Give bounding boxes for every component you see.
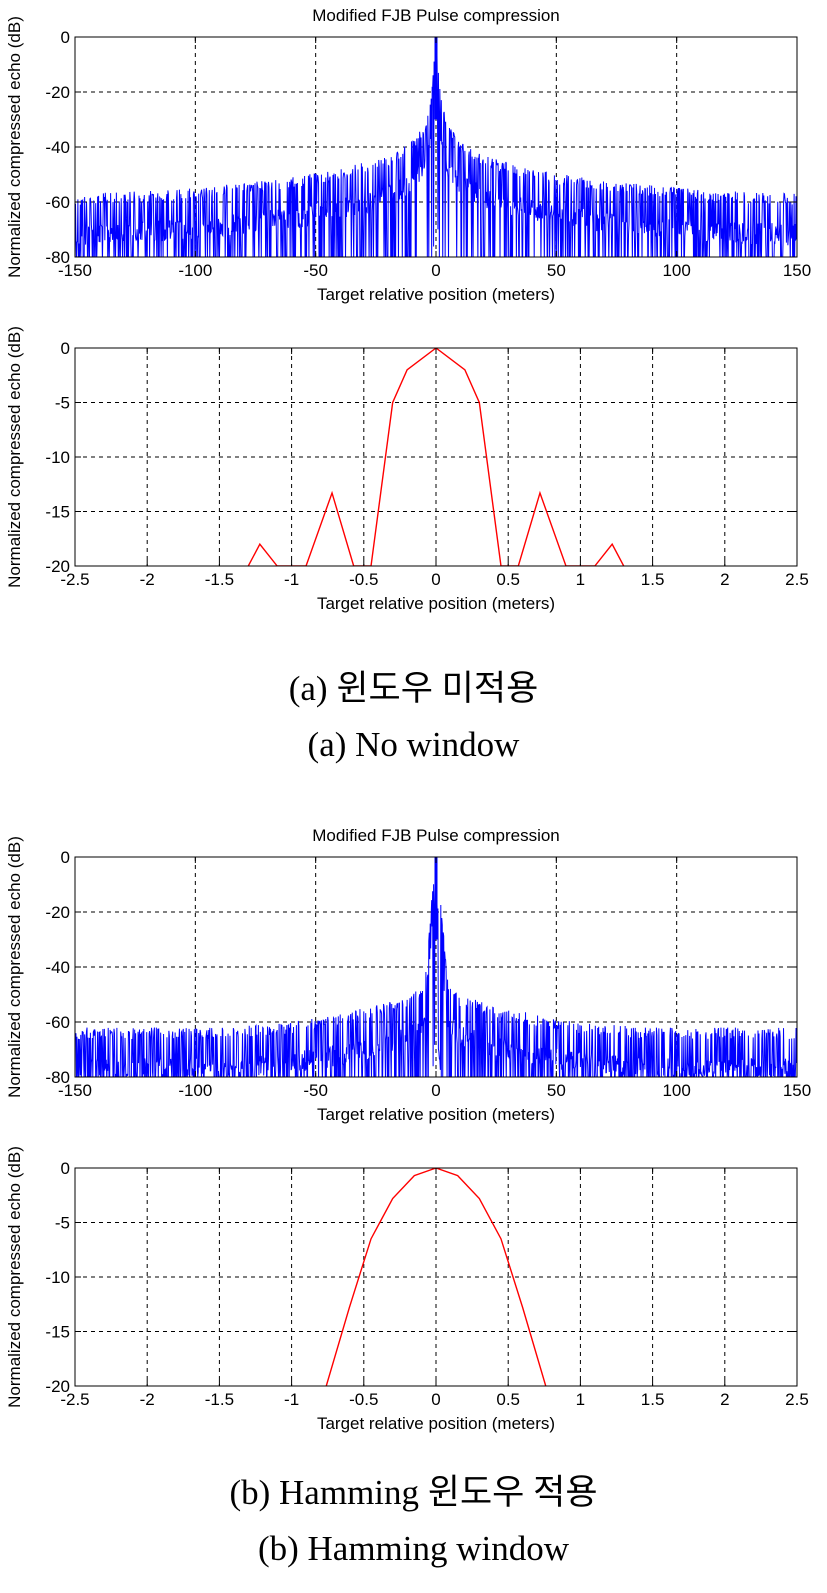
y-tick-label: -80 (45, 248, 70, 267)
y-tick-label: -40 (45, 138, 70, 157)
chart-4: -2.5 -2 -1.5 -1 -0.5 0 0.5 1 1.5 2 2.5 0 -5 -10 -15 -20… (5, 1146, 809, 1433)
x-tick-label: 50 (547, 1081, 566, 1100)
data-line (325, 1168, 547, 1386)
y-tick-label: -20 (45, 903, 70, 922)
x-tick-label: -0.5 (349, 1390, 378, 1409)
y-tick-label: -10 (45, 448, 70, 467)
y-tick-label: -15 (45, 503, 70, 522)
x-tick-label: -150 (58, 261, 92, 280)
x-tick-label: 1.5 (641, 1390, 665, 1409)
x-axis-label: Target relative position (meters) (317, 594, 555, 613)
chart-3: -150 -100 -50 0 50 100 150 0 -20 -40 -60 -80 Target … (5, 826, 811, 1124)
y-tick-label: 0 (61, 339, 70, 358)
caption-b-korean: (b) Hamming 윈도우 적용 (229, 1473, 598, 1512)
x-tick-label: 2 (720, 570, 729, 589)
caption-b-english: (b) Hamming window (257, 1529, 570, 1568)
x-tick-label: 1 (576, 570, 585, 589)
x-tick-label: -1.5 (205, 1390, 234, 1409)
y-tick-label: -5 (55, 394, 70, 413)
y-axis-label: Normalized compressed echo (dB) (5, 1146, 24, 1408)
x-tick-label: -50 (303, 261, 328, 280)
y-tick-label: -80 (45, 1068, 70, 1087)
x-tick-label: 150 (783, 261, 811, 280)
y-tick-label: -10 (45, 1268, 70, 1287)
x-tick-label: 100 (662, 1081, 690, 1100)
y-tick-label: -20 (45, 83, 70, 102)
y-axis-label: Normalized compressed echo (dB) (5, 326, 24, 588)
x-axis-label: Target relative position (meters) (317, 285, 555, 304)
x-tick-label: 50 (547, 261, 566, 280)
x-tick-label: 1 (576, 1390, 585, 1409)
x-tick-label: -2.5 (60, 570, 89, 589)
x-tick-label: 0 (431, 570, 440, 589)
series-4 (325, 1168, 547, 1386)
x-axis-label: Target relative position (meters) (317, 1414, 555, 1433)
x-tick-label: -1 (284, 570, 299, 589)
y-tick-label: 0 (61, 1159, 70, 1178)
y-axis-label: Normalized compressed echo (dB) (5, 16, 24, 278)
x-tick-label: -1 (284, 1390, 299, 1409)
y-tick-label: -15 (45, 1323, 70, 1342)
x-tick-label: 0 (431, 1081, 440, 1100)
chart-title: Modified FJB Pulse compression (312, 6, 560, 25)
x-tick-label: -50 (303, 1081, 328, 1100)
y-tick-label: 0 (61, 848, 70, 867)
y-tick-label: -5 (55, 1214, 70, 1233)
series-3 (75, 857, 797, 1077)
x-tick-label: 1.5 (641, 570, 665, 589)
caption-a-english: (a) No window (307, 725, 520, 764)
y-tick-label: 0 (61, 28, 70, 47)
x-tick-label: -2 (140, 1390, 155, 1409)
x-tick-label: 2.5 (785, 570, 809, 589)
series-1 (75, 37, 797, 257)
x-tick-label: -100 (178, 261, 212, 280)
y-axis-label: Normalized compressed echo (dB) (5, 836, 24, 1098)
y-tick-label: -40 (45, 958, 70, 977)
x-axis-label: Target relative position (meters) (317, 1105, 555, 1124)
y-tick-label: -20 (45, 1377, 70, 1396)
x-tick-label: -2.5 (60, 1390, 89, 1409)
x-tick-label: -100 (178, 1081, 212, 1100)
chart-2: -2.5 -2 -1.5 -1 -0.5 0 0.5 1 1.5 2 2.5 0 -5 -10 -15 -20… (5, 326, 809, 613)
x-tick-label: 100 (662, 261, 690, 280)
chart-1: -150 -100 -50 0 50 100 150 0 -20 -40 -60 -80 Target … (5, 6, 811, 304)
caption-a-korean: (a) 윈도우 미적용 (288, 669, 539, 708)
x-tick-label: 0.5 (496, 570, 520, 589)
x-tick-label: 0.5 (496, 1390, 520, 1409)
chart-title: Modified FJB Pulse compression (312, 826, 560, 845)
y-tick-label: -60 (45, 193, 70, 212)
x-tick-label: 2.5 (785, 1390, 809, 1409)
x-tick-label: -150 (58, 1081, 92, 1100)
x-tick-label: 0 (431, 1390, 440, 1409)
x-tick-label: -1.5 (205, 570, 234, 589)
x-tick-label: 150 (783, 1081, 811, 1100)
x-tick-label: -0.5 (349, 570, 378, 589)
x-tick-label: 2 (720, 1390, 729, 1409)
y-tick-label: -20 (45, 557, 70, 576)
x-tick-label: 0 (431, 261, 440, 280)
y-tick-label: -60 (45, 1013, 70, 1032)
x-tick-label: -2 (140, 570, 155, 589)
